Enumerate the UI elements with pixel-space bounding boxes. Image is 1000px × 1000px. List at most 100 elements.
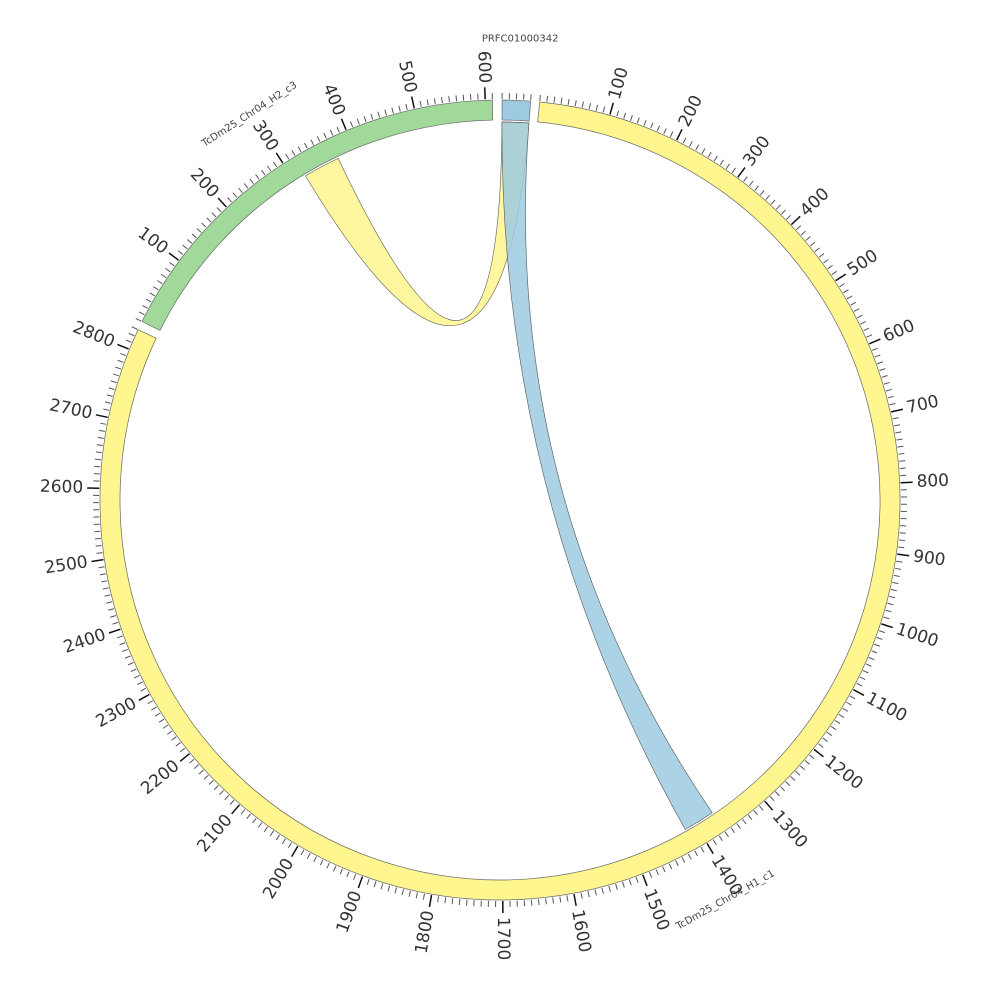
tick-label: 2700	[48, 395, 94, 423]
minor-tick	[329, 129, 334, 136]
minor-tick	[780, 786, 786, 792]
minor-tick	[874, 643, 880, 647]
minor-tick	[433, 98, 436, 105]
minor-tick	[326, 862, 330, 869]
minor-tick	[304, 142, 308, 149]
minor-tick	[580, 892, 583, 899]
minor-tick	[857, 314, 863, 319]
minor-tick	[601, 887, 604, 894]
minor-tick	[790, 776, 796, 781]
minor-tick	[846, 295, 853, 300]
tick-label: 1800	[412, 909, 439, 955]
minor-tick	[731, 167, 736, 174]
minor-tick	[827, 264, 833, 270]
minor-tick	[458, 898, 461, 906]
minor-tick	[643, 119, 647, 126]
minor-tick	[99, 573, 106, 576]
tick-label: 900	[912, 546, 947, 570]
minor-tick	[878, 630, 885, 634]
minor-tick	[615, 883, 618, 890]
major-tick	[340, 118, 347, 131]
minor-tick	[95, 458, 102, 461]
minor-tick	[120, 352, 127, 357]
minor-tick	[553, 96, 556, 103]
major-tick	[609, 102, 615, 115]
minor-tick	[211, 212, 217, 218]
minor-tick	[628, 879, 632, 886]
minor-tick	[810, 241, 816, 247]
minor-tick	[567, 98, 570, 105]
minor-tick	[895, 567, 902, 570]
minor-tick	[892, 417, 899, 420]
minor-tick	[805, 236, 811, 241]
major-tick	[737, 167, 746, 178]
minor-tick	[885, 609, 892, 613]
minor-tick	[809, 754, 815, 760]
minor-tick	[552, 897, 555, 904]
minor-tick	[238, 187, 243, 194]
minor-tick	[391, 107, 394, 114]
minor-tick	[189, 758, 195, 764]
minor-tick	[229, 799, 235, 805]
tick-label: 1300	[768, 807, 812, 853]
minor-tick	[106, 394, 113, 397]
minor-tick	[95, 451, 102, 454]
minor-tick	[419, 100, 422, 107]
minor-tick	[323, 132, 327, 139]
minor-tick	[158, 718, 165, 723]
minor-tick	[853, 308, 860, 312]
minor-tick	[887, 602, 894, 606]
segment-arc	[99, 101, 901, 901]
minor-tick	[285, 153, 290, 160]
major-tick	[790, 215, 801, 226]
minor-tick	[227, 197, 232, 203]
minor-tick	[408, 890, 411, 897]
tick-label: 2600	[40, 477, 84, 498]
tick-label: 2400	[61, 625, 108, 658]
minor-tick	[96, 552, 103, 554]
minor-tick	[843, 289, 849, 294]
tick-label: 200	[186, 165, 223, 202]
minor-tick	[137, 681, 143, 686]
minor-tick	[863, 327, 870, 332]
minor-tick	[346, 871, 350, 878]
tick-label: 400	[796, 184, 833, 221]
minor-tick	[823, 259, 829, 264]
minor-tick	[538, 899, 540, 906]
tick-label: 500	[394, 59, 420, 95]
minor-tick	[275, 834, 280, 841]
major-tick	[95, 414, 108, 419]
minor-tick	[713, 155, 718, 162]
major-tick	[642, 874, 648, 887]
minor-tick	[269, 830, 274, 837]
minor-tick	[896, 560, 903, 563]
minor-tick	[98, 429, 106, 432]
minor-tick	[635, 877, 639, 884]
minor-tick	[373, 881, 377, 888]
minor-tick	[232, 192, 238, 198]
tick-label: 2000	[259, 855, 298, 902]
minor-tick	[725, 163, 730, 170]
major-tick	[217, 197, 227, 208]
minor-tick	[448, 96, 451, 103]
minor-tick	[160, 273, 167, 279]
minor-tick	[883, 616, 890, 620]
minor-tick	[149, 292, 156, 297]
minor-tick	[889, 595, 896, 599]
tick-label: 200	[675, 92, 707, 130]
minor-tick	[786, 214, 792, 220]
minor-tick	[826, 731, 833, 737]
minor-tick	[622, 881, 625, 888]
minor-tick	[116, 635, 123, 639]
minor-tick	[650, 122, 654, 129]
minor-tick	[377, 111, 381, 118]
minor-tick	[831, 270, 837, 276]
minor-tick	[842, 707, 849, 712]
minor-tick	[198, 769, 204, 775]
minor-tick	[128, 332, 135, 337]
minor-tick	[444, 897, 447, 904]
minor-tick	[272, 161, 278, 168]
minor-tick	[648, 871, 653, 878]
minor-tick	[166, 730, 173, 735]
minor-tick	[616, 110, 620, 117]
